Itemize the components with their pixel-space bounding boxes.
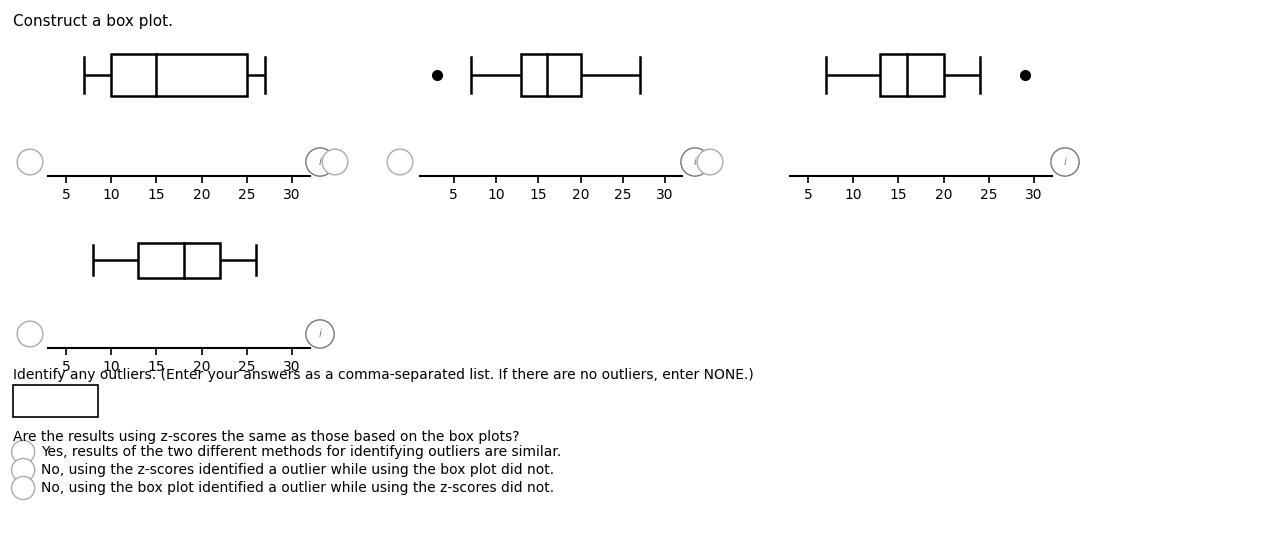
Bar: [880, 54, 943, 96]
Text: Yes, results of the two different methods for identifying outliers are similar.: Yes, results of the two different method…: [41, 445, 562, 459]
Text: Are the results using z-scores the same as those based on the box plots?: Are the results using z-scores the same …: [13, 430, 519, 444]
Text: i: i: [694, 157, 696, 167]
Text: Identify any outliers. (Enter your answers as a comma-separated list. If there a: Identify any outliers. (Enter your answe…: [13, 368, 753, 382]
Bar: [139, 242, 220, 278]
Text: Construct a box plot.: Construct a box plot.: [13, 14, 173, 29]
Text: No, using the z-scores identified a outlier while using the box plot did not.: No, using the z-scores identified a outl…: [41, 463, 554, 477]
Bar: [522, 54, 581, 96]
Text: i: i: [319, 329, 321, 339]
Text: No, using the box plot identified a outlier while using the z-scores did not.: No, using the box plot identified a outl…: [41, 481, 554, 495]
Text: i: i: [319, 157, 321, 167]
Text: i: i: [1064, 157, 1067, 167]
Bar: [112, 54, 247, 96]
